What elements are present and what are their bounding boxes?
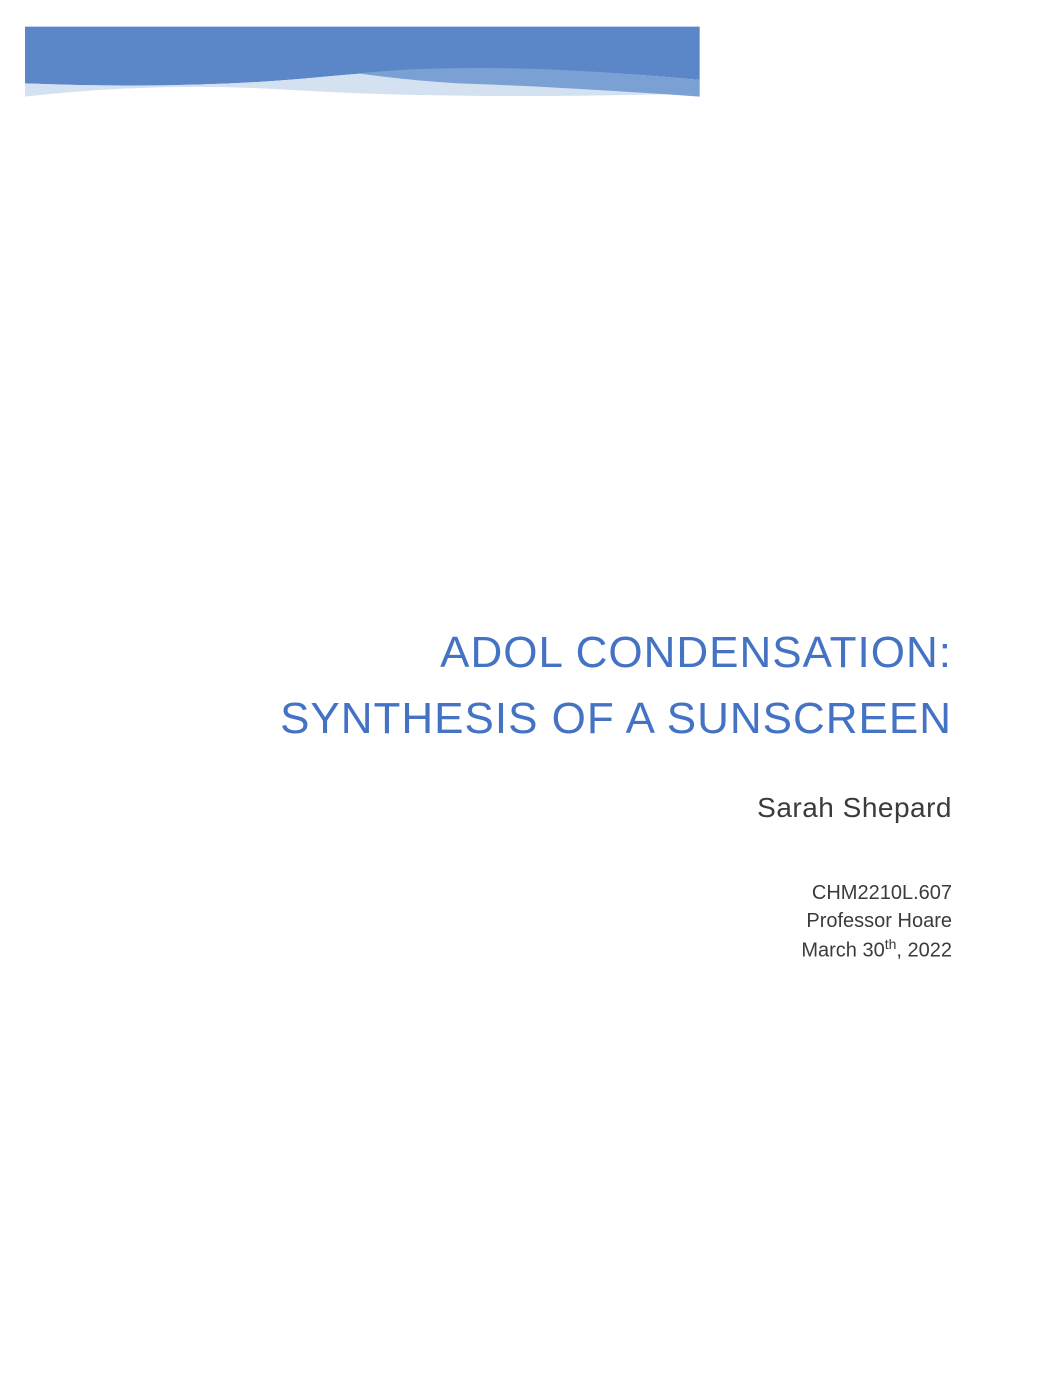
header-wave-decoration: [25, 20, 1037, 170]
date-prefix: March 30: [801, 940, 884, 962]
date-year: , 2022: [896, 940, 952, 962]
title-line-2: SYNTHESIS OF A SUNSCREEN: [252, 686, 952, 752]
course-info-block: CHM2210L.607 Professor Hoare March 30th,…: [252, 879, 952, 965]
course-code: CHM2210L.607: [252, 879, 952, 907]
title-line-1: ADOL CONDENSATION:: [252, 620, 952, 686]
date-suffix: th: [885, 936, 897, 952]
cover-content: ADOL CONDENSATION: SYNTHESIS OF A SUNSCR…: [252, 620, 952, 965]
author-name: Sarah Shepard: [252, 792, 952, 824]
wave-svg: [25, 20, 700, 120]
document-date: March 30th, 2022: [252, 935, 952, 965]
professor-name: Professor Hoare: [252, 907, 952, 935]
